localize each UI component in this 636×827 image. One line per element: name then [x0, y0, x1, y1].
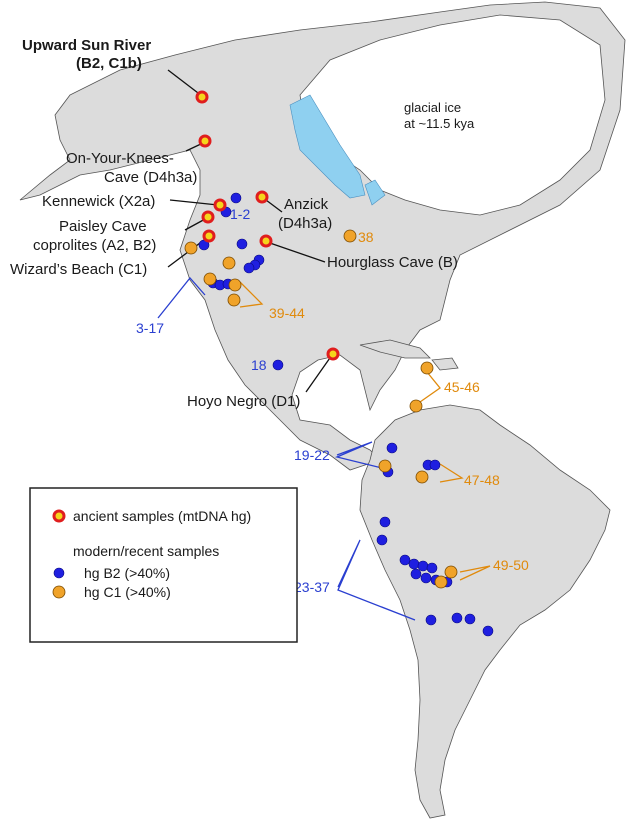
b2-sample [376, 534, 388, 546]
group-label-b2-18: 18 [251, 357, 267, 373]
c1-sample [203, 272, 217, 286]
c1-sample [222, 256, 236, 270]
south-america-landmass [359, 404, 611, 819]
b2-sample [426, 562, 438, 574]
b2-sample [272, 359, 284, 371]
glacial-ice-sheet [299, 14, 606, 216]
c1-sample [420, 361, 434, 375]
group-label-b2-3-17: 3-17 [136, 320, 164, 336]
c1-sample [378, 459, 392, 473]
c1-sample [227, 293, 241, 307]
site-label-hoyo-negro: Hoyo Negro (D1) [187, 393, 300, 410]
b2-sample [482, 625, 494, 637]
legend-c1-icon [52, 585, 66, 599]
site-label-upward-sun-river-line1: Upward Sun River [22, 37, 151, 54]
site-label-on-your-knees-cave-line2: Cave (D4h3a) [104, 169, 197, 186]
c1-sample [434, 575, 448, 589]
group-label-c1-45-46: 45-46 [444, 379, 480, 395]
c1-sample [184, 241, 198, 255]
group-label-c1-47-48: 47-48 [464, 472, 500, 488]
site-label-paisley-cave-line2: coprolites (A2, B2) [33, 237, 156, 254]
legend-c1-label: hg C1 (>40%) [84, 584, 171, 600]
ancient-sample-paisley-cave [201, 210, 215, 224]
legend-box [29, 487, 298, 643]
hispaniola-island [431, 357, 459, 371]
c1-sample-points [184, 229, 458, 589]
b2-sample [379, 516, 391, 528]
ancient-sample-on-your-knees-cave [198, 134, 212, 148]
ancient-leader-lines [167, 69, 333, 393]
cuba-island [359, 339, 431, 359]
glacial-lake-agassiz [289, 94, 366, 199]
site-label-kennewick: Kennewick (X2a) [42, 193, 155, 210]
ancient-sample-anzick [255, 190, 269, 204]
glacial-lake-east [364, 179, 386, 206]
ancient-sample-kennewick [213, 198, 227, 212]
c1-sample [343, 229, 357, 243]
site-label-upward-sun-river-line2: (B2, C1b) [76, 55, 142, 72]
legend-b2-label: hg B2 (>40%) [84, 565, 170, 581]
b2-sample [429, 459, 441, 471]
c1-sample [444, 565, 458, 579]
ancient-sample-hourglass-cave [259, 234, 273, 248]
site-label-on-your-knees-cave-line1: On-Your-Knees- [66, 150, 174, 167]
b2-sample [386, 442, 398, 454]
site-label-paisley-cave-line1: Paisley Cave [59, 218, 147, 235]
ancient-sample-wizards-beach [202, 229, 216, 243]
site-label-anzick-line1: Anzick [284, 196, 329, 213]
b2-sample [451, 612, 463, 624]
b2-sample [230, 192, 242, 204]
group-label-c1-38: 38 [358, 229, 374, 245]
site-label-wizards-beach: Wizard’s Beach (C1) [10, 261, 147, 278]
c1-sample [415, 470, 429, 484]
b2-sample [425, 614, 437, 626]
legend-b2-icon [53, 567, 65, 579]
glacial-ice-label-line1: glacial ice [404, 100, 461, 115]
b2-sample [399, 554, 411, 566]
c1-sample [228, 278, 242, 292]
b2-sample [236, 238, 248, 250]
ancient-sample-upward-sun-river [195, 90, 209, 104]
ancient-sample-points [195, 90, 340, 361]
b2-sample [417, 560, 429, 572]
b2-sample [464, 613, 476, 625]
b2-sample [420, 572, 432, 584]
group-label-c1-49-50: 49-50 [493, 557, 529, 573]
site-label-hourglass-cave: Hourglass Cave (B) [327, 254, 458, 271]
ancient-sample-hoyo-negro [326, 347, 340, 361]
b2-sample [408, 558, 420, 570]
legend: ancient samples (mtDNA hg) modern/recent… [29, 487, 298, 643]
c1-sample [409, 399, 423, 413]
group-label-c1-39-44: 39-44 [269, 305, 305, 321]
group-label-b2-19-22: 19-22 [294, 447, 330, 463]
group-label-b2-23-37: 23-37 [294, 579, 330, 595]
b2-sample [243, 262, 255, 274]
site-label-anzick-line2: (D4h3a) [278, 215, 332, 232]
legend-modern-heading: modern/recent samples [73, 543, 219, 559]
legend-ancient-icon [52, 509, 66, 523]
group-label-b2-1-2: 1-2 [230, 206, 250, 222]
glacial-ice-label-line2: at ~11.5 kya [404, 116, 475, 131]
group-bracket-lines [157, 276, 491, 621]
legend-ancient-label: ancient samples (mtDNA hg) [73, 508, 251, 524]
b2-sample [410, 568, 422, 580]
